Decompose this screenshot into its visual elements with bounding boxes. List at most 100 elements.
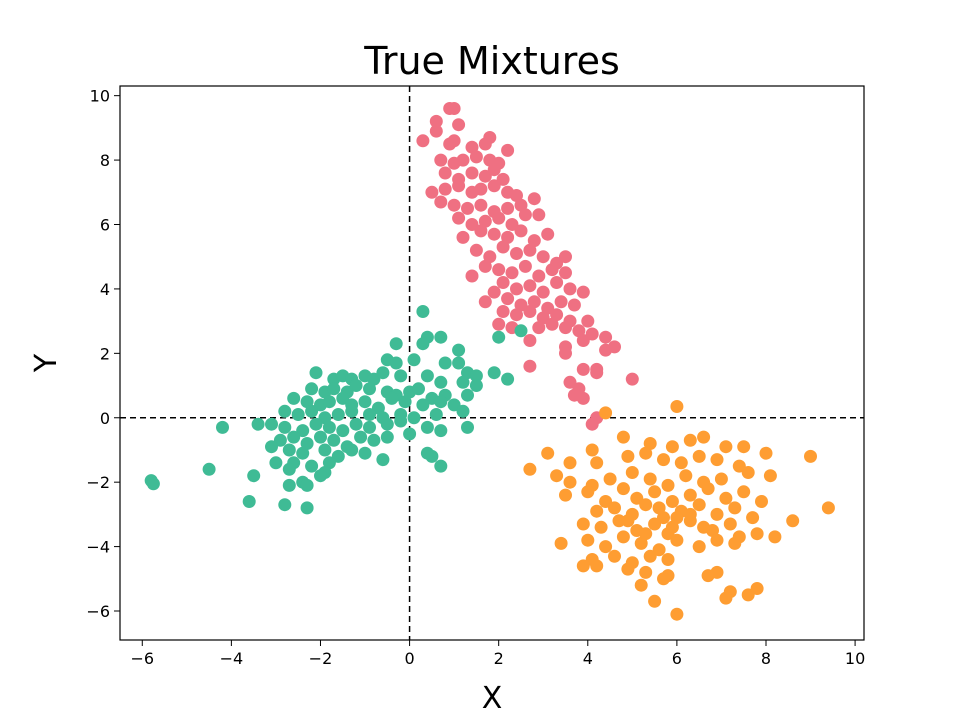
x-tick-label: −6 <box>130 649 154 668</box>
data-point <box>434 195 448 209</box>
data-point <box>697 520 711 534</box>
y-tick-label: −6 <box>86 602 110 621</box>
y-tick-label: 2 <box>100 344 110 363</box>
data-point <box>510 282 523 296</box>
data-point <box>469 150 483 164</box>
data-point <box>572 324 586 338</box>
data-point <box>265 440 278 454</box>
data-point <box>474 224 488 238</box>
data-point <box>527 192 541 206</box>
data-point <box>590 456 604 470</box>
data-point <box>514 298 528 312</box>
data-point <box>305 459 319 473</box>
data-point <box>536 285 550 299</box>
data-point <box>737 440 751 454</box>
data-point <box>554 295 568 309</box>
data-point <box>559 321 572 335</box>
data-point <box>146 477 160 491</box>
data-point <box>541 301 555 315</box>
data-point <box>625 466 639 479</box>
data-point <box>804 449 817 463</box>
data-point <box>661 553 675 566</box>
data-point <box>710 565 724 579</box>
data-point <box>412 382 425 396</box>
y-tick-label: 8 <box>100 151 110 170</box>
data-point <box>305 404 319 418</box>
data-point <box>559 346 572 360</box>
data-point <box>652 543 666 557</box>
data-point <box>501 201 515 215</box>
data-point <box>452 343 466 357</box>
data-point <box>300 478 314 492</box>
data-point <box>202 462 216 476</box>
data-point <box>251 417 265 431</box>
data-point <box>242 495 256 508</box>
data-point <box>429 408 443 421</box>
data-point <box>501 143 515 157</box>
data-point <box>487 227 501 241</box>
data-point <box>389 337 403 351</box>
data-point <box>576 362 590 376</box>
x-tick-label: 8 <box>761 649 771 668</box>
data-point <box>416 398 430 412</box>
data-point <box>425 185 439 199</box>
data-point <box>287 430 301 444</box>
data-point <box>269 456 283 470</box>
data-point <box>291 408 305 421</box>
data-point <box>545 317 559 331</box>
data-point <box>554 536 568 550</box>
data-point <box>407 411 421 425</box>
data-point <box>345 443 359 457</box>
data-point <box>452 211 466 225</box>
data-point <box>616 430 630 444</box>
data-point <box>327 382 341 396</box>
data-point <box>416 337 430 351</box>
data-point <box>305 382 319 396</box>
data-point <box>728 536 742 550</box>
data-point <box>639 565 653 579</box>
data-point <box>380 430 394 444</box>
data-point <box>532 321 546 335</box>
data-point <box>469 243 483 257</box>
data-point <box>452 118 466 132</box>
data-point <box>322 456 336 470</box>
data-point <box>550 469 564 483</box>
data-point <box>247 469 261 483</box>
data-point <box>314 469 327 483</box>
data-point <box>492 330 506 344</box>
data-point <box>429 114 443 128</box>
data-point <box>416 134 430 148</box>
data-point <box>492 211 506 225</box>
data-point <box>447 198 461 212</box>
data-point <box>367 372 381 386</box>
data-point <box>358 446 372 460</box>
data-point <box>683 507 697 521</box>
data-point <box>746 511 760 525</box>
data-point <box>318 443 332 457</box>
data-point <box>461 388 474 402</box>
data-point <box>349 417 363 431</box>
data-point <box>728 501 742 515</box>
data-point <box>282 443 296 457</box>
data-point <box>710 453 724 467</box>
y-tick-label: −4 <box>86 538 110 557</box>
data-point <box>821 501 835 515</box>
data-point <box>514 324 528 338</box>
data-point <box>581 533 595 547</box>
data-point <box>434 395 448 409</box>
data-point <box>287 391 301 405</box>
data-point <box>674 456 688 470</box>
data-point <box>643 549 657 563</box>
data-point <box>683 433 697 447</box>
data-point <box>581 485 595 499</box>
data-point <box>322 420 336 434</box>
data-point <box>434 330 448 344</box>
data-point <box>425 449 439 463</box>
data-point <box>759 446 773 460</box>
data-point <box>296 424 310 438</box>
data-point <box>523 359 537 373</box>
data-point <box>461 201 474 215</box>
data-point <box>523 279 537 293</box>
data-point <box>501 372 515 386</box>
x-tick-label: −4 <box>220 649 244 668</box>
